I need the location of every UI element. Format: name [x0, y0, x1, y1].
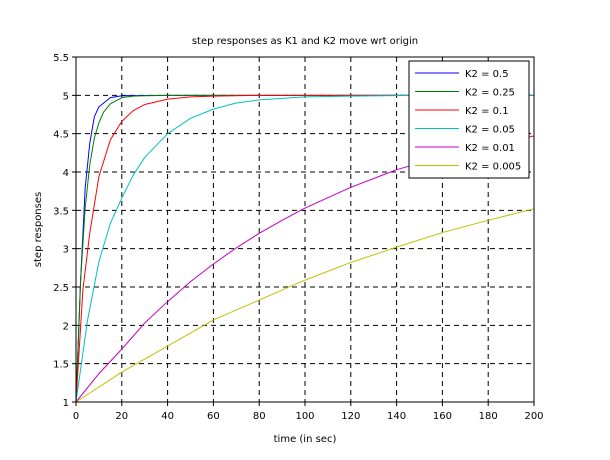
y-tick-label: 4.5	[53, 130, 69, 141]
legend-label: K2 = 0.01	[465, 143, 515, 154]
y-tick-label: 1	[63, 398, 69, 409]
y-tick-label: 4	[63, 168, 69, 179]
axis-ticks: 0 20 40 60 80 100 120 140 160 180 200 1 1.5 2 2.5 3 3.5 4…	[53, 53, 543, 422]
x-tick-label: 60	[207, 411, 220, 422]
x-tick-label: 180	[479, 411, 498, 422]
y-tick-label: 2.5	[53, 283, 69, 294]
series-line	[75, 94, 534, 403]
legend-label: K2 = 0.05	[465, 125, 515, 136]
y-tick-label: 1.5	[53, 360, 69, 371]
y-tick-label: 5.5	[53, 53, 69, 64]
series-line	[75, 94, 534, 403]
x-tick-label: 120	[341, 411, 360, 422]
legend-box	[408, 60, 530, 179]
x-tick-label: 100	[295, 411, 314, 422]
x-tick-label: 80	[253, 411, 266, 422]
chart-title: step responses as K1 and K2 move wrt ori…	[192, 36, 418, 47]
y-tick-label: 3	[63, 245, 69, 256]
x-tick-label: 0	[73, 411, 79, 422]
legend-label: K2 = 0.005	[465, 162, 521, 173]
legend-label: K2 = 0.5	[465, 69, 509, 80]
x-tick-label: 160	[433, 411, 452, 422]
x-axis-title: time (in sec)	[274, 434, 337, 445]
series-line	[75, 94, 534, 403]
x-tick-label: 20	[115, 411, 128, 422]
y-axis-title: step responses	[33, 192, 44, 267]
y-tick-label: 5	[63, 91, 69, 102]
x-tick-label: 140	[387, 411, 406, 422]
legend: K2 = 0.5 K2 = 0.25 K2 = 0.1 K2 = 0.05 K2 = 0…	[408, 60, 530, 179]
legend-label: K2 = 0.1	[465, 106, 509, 117]
x-tick-label: 40	[161, 411, 174, 422]
x-tick-label: 200	[524, 411, 543, 422]
y-tick-label: 2	[63, 321, 69, 332]
series-line	[75, 208, 535, 403]
y-tick-label: 3.5	[53, 206, 69, 217]
legend-label: K2 = 0.25	[465, 88, 515, 99]
